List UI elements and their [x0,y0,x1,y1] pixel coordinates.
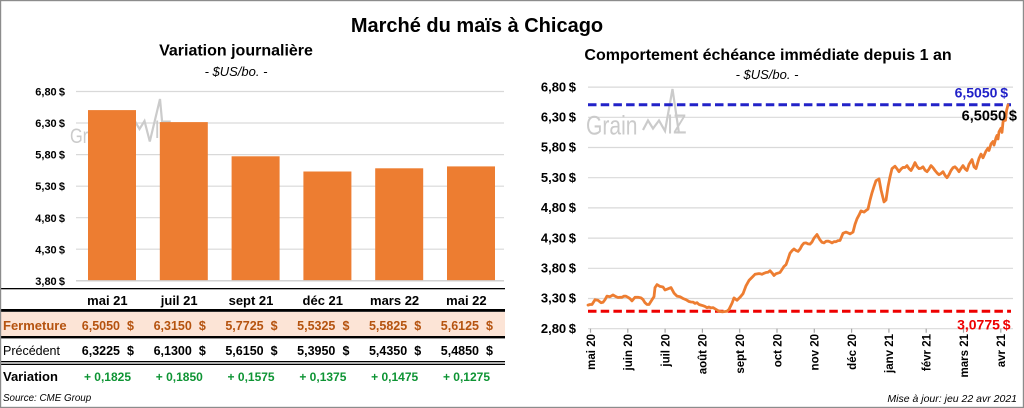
svg-text:6,80 $: 6,80 $ [541,79,577,94]
svg-text:6,1300: 6,1300 [154,344,192,358]
svg-text:déc 21: déc 21 [303,293,343,308]
svg-text:$: $ [199,319,206,333]
svg-text:5,5825: 5,5825 [369,319,407,333]
svg-text:avr 21: avr 21 [996,333,1008,367]
svg-text:5,3950: 5,3950 [297,344,335,358]
svg-text:5,6125: 5,6125 [441,319,479,333]
svg-text:mai 22: mai 22 [446,293,486,308]
svg-text:Comportement échéance immédi: Comportement échéance immédiate depuis 1… [584,47,951,64]
svg-text:déc 20: déc 20 [847,334,859,370]
svg-text:juil 21: juil 21 [160,293,198,308]
svg-text:6,3150: 6,3150 [154,319,192,333]
svg-text:$: $ [271,344,278,358]
svg-text:+ 0,1475: + 0,1475 [371,370,418,384]
svg-text:Marché du maïs à Chicago: Marché du maïs à Chicago [351,15,603,37]
svg-text:4,30 $: 4,30 $ [35,244,65,256]
svg-text:oct 20: oct 20 [772,334,784,367]
svg-text:Variation journalière: Variation journalière [159,43,313,60]
svg-text:- $US/bo. -: - $US/bo. - [205,64,269,79]
svg-text:Grain: Grain [586,111,637,141]
svg-text:$: $ [486,319,493,333]
svg-text:janv 21: janv 21 [884,333,896,374]
svg-text:sept 21: sept 21 [229,293,274,308]
svg-text:$: $ [486,344,493,358]
svg-text:4,30 $: 4,30 $ [541,230,577,245]
svg-text:- $US/bo. -: - $US/bo. - [736,67,800,82]
svg-text:mars 21: mars 21 [959,333,971,377]
svg-text:sept 20: sept 20 [735,334,747,374]
svg-text:5,30 $: 5,30 $ [35,181,65,193]
svg-text:5,4850: 5,4850 [441,344,479,358]
svg-text:Source: CME Group: Source: CME Group [3,393,92,404]
svg-text:$: $ [127,319,134,333]
svg-text:mai 21: mai 21 [87,293,127,308]
svg-text:5,4350: 5,4350 [369,344,407,358]
svg-text:Précédent: Précédent [3,344,61,358]
svg-text:juil 20: juil 20 [660,334,672,368]
svg-text:Fermeture: Fermeture [3,318,67,333]
svg-text:$: $ [342,344,349,358]
svg-text:6,80 $: 6,80 $ [35,87,65,99]
svg-text:$: $ [199,344,206,358]
svg-text:Mise à jour: jeu 22 avr 2021: Mise à jour: jeu 22 avr 2021 [887,393,1017,405]
svg-text:6,30 $: 6,30 $ [541,110,577,125]
svg-text:5,6150: 5,6150 [225,344,263,358]
svg-text:5,5325: 5,5325 [297,319,335,333]
svg-text:Variation: Variation [3,369,58,384]
svg-text:3,0775 $: 3,0775 $ [957,317,1011,333]
svg-text:nov 20: nov 20 [810,334,822,370]
svg-text:2,80 $: 2,80 $ [541,321,577,336]
svg-text:$: $ [414,344,421,358]
svg-text:4,80 $: 4,80 $ [541,200,577,215]
svg-text:+ 0,1825: + 0,1825 [84,370,131,384]
svg-text:6,5050 $: 6,5050 $ [962,109,1017,125]
svg-text:+ 0,1275: + 0,1275 [443,370,490,384]
svg-text:$: $ [127,344,134,358]
svg-text:févr 21: févr 21 [922,333,934,371]
svg-text:3,80 $: 3,80 $ [35,276,65,288]
svg-text:août 20: août 20 [698,334,710,374]
svg-text:mai 20: mai 20 [586,334,598,370]
svg-text:3,30 $: 3,30 $ [541,291,577,306]
svg-text:$: $ [342,319,349,333]
svg-text:mars 22: mars 22 [370,293,419,308]
svg-text:5,30 $: 5,30 $ [541,170,577,185]
svg-text:$: $ [271,319,278,333]
svg-text:juin 20: juin 20 [623,334,635,371]
svg-text:5,7725: 5,7725 [225,319,263,333]
svg-text:6,3225: 6,3225 [82,344,120,358]
svg-text:6,5050 $: 6,5050 $ [955,85,1009,101]
svg-text:4,80 $: 4,80 $ [35,213,65,225]
svg-text:6,5050: 6,5050 [82,319,120,333]
svg-text:5,80 $: 5,80 $ [35,150,65,162]
svg-text:+ 0,1375: + 0,1375 [299,370,346,384]
svg-text:3,80 $: 3,80 $ [541,261,577,276]
svg-text:$: $ [414,319,421,333]
svg-text:+ 0,1575: + 0,1575 [228,370,275,384]
svg-text:6,30 $: 6,30 $ [35,118,65,130]
svg-text:5,80 $: 5,80 $ [541,140,577,155]
svg-text:+ 0,1850: + 0,1850 [156,370,203,384]
